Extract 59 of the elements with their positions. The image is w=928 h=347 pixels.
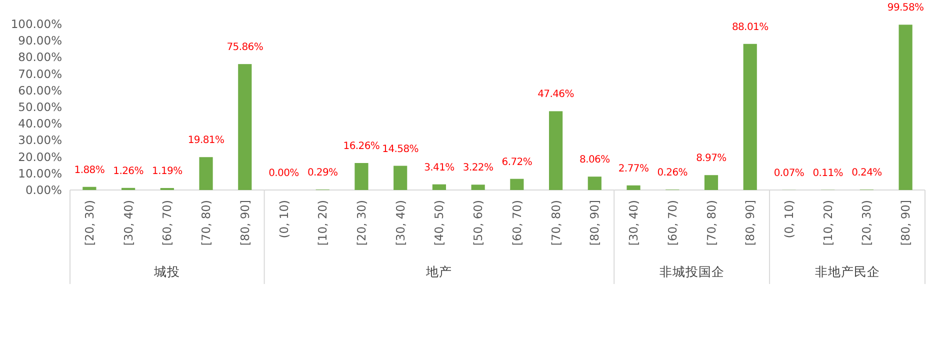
data-label: 8.97% (696, 153, 726, 164)
x-tick-label: [20, 30) (354, 200, 368, 246)
y-tick-label: 60.00% (18, 83, 62, 98)
x-tick-label: [10, 20) (316, 200, 330, 246)
y-tick-label: 40.00% (18, 116, 62, 131)
y-tick-label: 80.00% (18, 50, 62, 64)
data-label: 99.58% (887, 2, 924, 14)
x-tick-label: [60, 70) (510, 200, 524, 246)
y-tick-label: 10.00% (18, 166, 62, 180)
x-tick-label: [70, 80) (704, 200, 718, 246)
data-label: 3.22% (462, 162, 494, 174)
x-axis-title: 地产 (425, 264, 452, 279)
y-tick-label: 70.00% (18, 66, 62, 81)
x-tick-label: [30, 40) (626, 200, 641, 246)
y-tick-label: 100.00% (10, 17, 62, 31)
data-label: 1.19% (152, 166, 182, 178)
x-tick-label: [80, 90] (588, 200, 602, 246)
y-tick-label: 20.00% (18, 150, 62, 164)
x-tick-label: [50, 60) (471, 200, 486, 246)
x-tick-label: [40, 50) (432, 200, 446, 246)
x-tick-label: [70, 80) (548, 200, 563, 246)
x-tick-label: [60, 70) (160, 200, 174, 246)
data-label: 0.00% (268, 168, 299, 179)
x-tick-label: (0, 10) (276, 200, 291, 238)
x-tick-label: [20, 30) (82, 200, 96, 246)
y-tick-label: 90.00% (18, 34, 62, 48)
data-label: 8.06% (580, 154, 610, 166)
data-label: 0.11% (812, 168, 843, 179)
x-tick-label: [30, 40) (393, 200, 408, 246)
y-tick-label: 50.00% (18, 100, 62, 114)
y-tick-label: 0.00% (25, 183, 62, 197)
x-tick-label: [80, 90] (238, 200, 252, 246)
data-label: 3.41% (424, 162, 454, 174)
data-label: 1.88% (74, 164, 105, 176)
x-tick-label: [30, 40) (121, 200, 136, 246)
x-axis-title: 非城投国企 (659, 264, 724, 279)
x-tick-label: [60, 70) (665, 200, 680, 246)
data-label: 2.77% (618, 163, 649, 174)
x-axis-title: 城投 (153, 264, 180, 279)
x-tick-label: (0, 10) (782, 200, 796, 238)
x-axis-title: 非地产民企 (814, 264, 880, 279)
data-label: 75.86% (226, 42, 264, 54)
data-label: 88.01% (732, 22, 768, 33)
data-label: 19.81% (188, 135, 224, 146)
data-label: 16.26% (343, 141, 380, 152)
x-tick-label: [10, 20) (820, 200, 835, 246)
x-tick-label: [80, 90] (743, 200, 758, 246)
x-tick-label: [80, 90] (898, 200, 913, 246)
x-tick-label: [70, 80) (199, 200, 214, 246)
y-tick-label: 30.00% (18, 133, 62, 148)
data-label: 0.24% (852, 168, 882, 179)
x-tick-label: [20, 30) (860, 200, 874, 246)
data-label: 14.58% (382, 144, 419, 155)
data-label: 0.07% (774, 168, 804, 179)
data-label: 47.46% (538, 89, 574, 100)
data-label: 6.72% (502, 156, 532, 168)
data-label: 0.29% (307, 168, 338, 179)
data-label: 0.26% (657, 168, 688, 179)
data-label: 1.26% (113, 166, 144, 177)
